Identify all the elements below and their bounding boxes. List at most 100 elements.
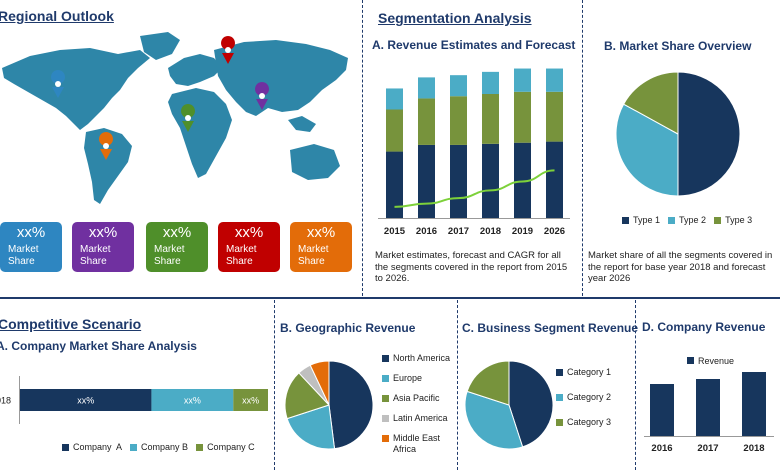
- legend-label: Type 3: [725, 215, 753, 225]
- revenue-x-tick: 2019: [512, 226, 533, 237]
- legend-item: North America: [382, 353, 450, 364]
- company-revenue-title: D. Company Revenue: [642, 320, 766, 334]
- legend-item: Category 3: [556, 417, 611, 428]
- company-revenue-x-tick: 2017: [697, 443, 718, 454]
- region-card-label-line: Market: [154, 244, 185, 255]
- revenue-bar-segment: [418, 144, 435, 218]
- legend-item: Type 2: [668, 215, 706, 225]
- legend-item: Type 1: [622, 215, 660, 225]
- competitive-title: Competitive Scenario: [0, 316, 142, 332]
- company-share-title: A. Company Market Share Analysis: [0, 339, 197, 353]
- company-revenue-bar: [696, 379, 720, 436]
- legend-swatch: [62, 444, 69, 452]
- legend-item: Type 3: [714, 215, 752, 225]
- legend-label: North America: [393, 353, 451, 363]
- company-share-bar: [233, 389, 268, 411]
- revenue-bar-segment: [514, 68, 531, 92]
- geographic-revenue-title: B. Geographic Revenue: [280, 321, 416, 335]
- divider-bottom-3: [635, 300, 636, 470]
- company-share-bar: [151, 389, 234, 411]
- revenue-x-tick: 2026: [544, 226, 565, 237]
- region-card-label-line: Market: [298, 244, 329, 255]
- revenue-estimates-chart: 2015 2016 2017 2018 2019 2026: [378, 68, 570, 237]
- revenue-bar-segment: [514, 91, 531, 143]
- market-share-description: Market share of all the segments covered…: [588, 250, 773, 284]
- company-revenue-bar: [650, 384, 674, 436]
- legend-item: Middle East Africa: [382, 433, 450, 455]
- business-slice: [464, 390, 524, 450]
- legend-label: Asia Pacific: [393, 393, 440, 403]
- divider-top-left: [362, 0, 363, 296]
- revenue-estimates-title: A. Revenue Estimates and Forecast: [372, 38, 576, 52]
- map-europe: [168, 54, 222, 86]
- legend-label: Company C: [207, 442, 255, 452]
- map-pin-purple: [255, 82, 270, 110]
- map-pin-red: [221, 36, 236, 64]
- region-card: xx% Market Share: [290, 222, 352, 272]
- market-share-title: B. Market Share Overview: [604, 39, 752, 53]
- region-card-label: Market Share: [80, 244, 111, 268]
- geographic-slice: [284, 372, 330, 420]
- region-card-value: xx%: [306, 224, 336, 241]
- legend-swatch: [556, 419, 563, 426]
- company-revenue-legend-swatch: [687, 357, 694, 364]
- region-card-label: Market Share: [226, 244, 257, 268]
- region-card-label-line: Share: [80, 256, 107, 267]
- legend-label: Category 3: [567, 417, 612, 427]
- revenue-bar-segment: [482, 143, 499, 218]
- legend-item: Company C: [196, 442, 255, 452]
- legend-label: Company A: [73, 442, 123, 452]
- revenue-estimates-description: Market estimates, forecast and CAGR for …: [375, 250, 568, 284]
- legend-swatch: [196, 444, 204, 452]
- regional-outlook-title: Regional Outlook: [0, 8, 114, 24]
- region-card: xx% Market Share: [146, 222, 208, 272]
- region-card-label-line: Share: [298, 256, 325, 267]
- map-australia: [290, 144, 340, 180]
- revenue-bar-segment: [450, 75, 467, 97]
- company-share-bar: [20, 389, 152, 411]
- map-continents: [2, 32, 348, 204]
- market-share-slice: [615, 103, 679, 197]
- region-card-label: Market Share: [154, 244, 185, 268]
- legend-item: Category 1: [556, 367, 611, 378]
- region-card-value: xx%: [16, 224, 46, 241]
- revenue-x-tick: 2015: [384, 226, 406, 237]
- legend-swatch: [622, 217, 629, 225]
- legend-label: Latin America: [393, 413, 448, 423]
- legend-item: Europe: [382, 373, 450, 384]
- legend-label: Category 2: [567, 392, 612, 402]
- business-slice: [508, 360, 554, 448]
- legend-label: Europe: [393, 373, 423, 383]
- revenue-bar-segment: [482, 71, 499, 94]
- legend-label: Type 2: [679, 215, 707, 225]
- region-card-label: Market Share: [8, 244, 39, 268]
- revenue-bar-segment: [546, 68, 563, 92]
- revenue-bar-segment: [418, 98, 435, 145]
- market-share-slice: [677, 71, 741, 197]
- legend-label: Africa: [393, 444, 417, 454]
- segmentation-title: Segmentation Analysis: [378, 10, 532, 26]
- region-card-label-line: Share: [226, 256, 253, 267]
- company-share-data-label: xx%: [242, 396, 259, 406]
- revenue-bar-segment: [418, 77, 435, 99]
- geographic-slice: [286, 404, 336, 450]
- revenue-bar-segment: [386, 109, 403, 152]
- region-card-label-line: Market: [80, 244, 111, 255]
- legend-swatch: [382, 415, 389, 422]
- region-card-label-line: Market: [226, 244, 257, 255]
- legend-swatch: [130, 444, 138, 452]
- company-share-data-label: xx%: [184, 396, 201, 406]
- company-share-data-label: xx%: [77, 396, 94, 406]
- legend-item: Asia Pacific: [382, 393, 450, 404]
- revenue-x-tick: 2017: [448, 226, 469, 237]
- map-pin-orange: [99, 132, 114, 160]
- company-revenue-legend-label: Revenue: [698, 356, 734, 366]
- revenue-bar-segment: [514, 142, 531, 218]
- company-share-legend: Company A Company B Company C: [62, 442, 263, 452]
- divider-bottom-1: [274, 300, 275, 470]
- legend-item: Company A: [62, 442, 122, 452]
- map-pin-blue: [51, 70, 66, 98]
- company-revenue-x-tick: 2018: [743, 443, 764, 454]
- legend-item: Company B: [130, 442, 188, 452]
- divider-horizontal: [0, 297, 780, 299]
